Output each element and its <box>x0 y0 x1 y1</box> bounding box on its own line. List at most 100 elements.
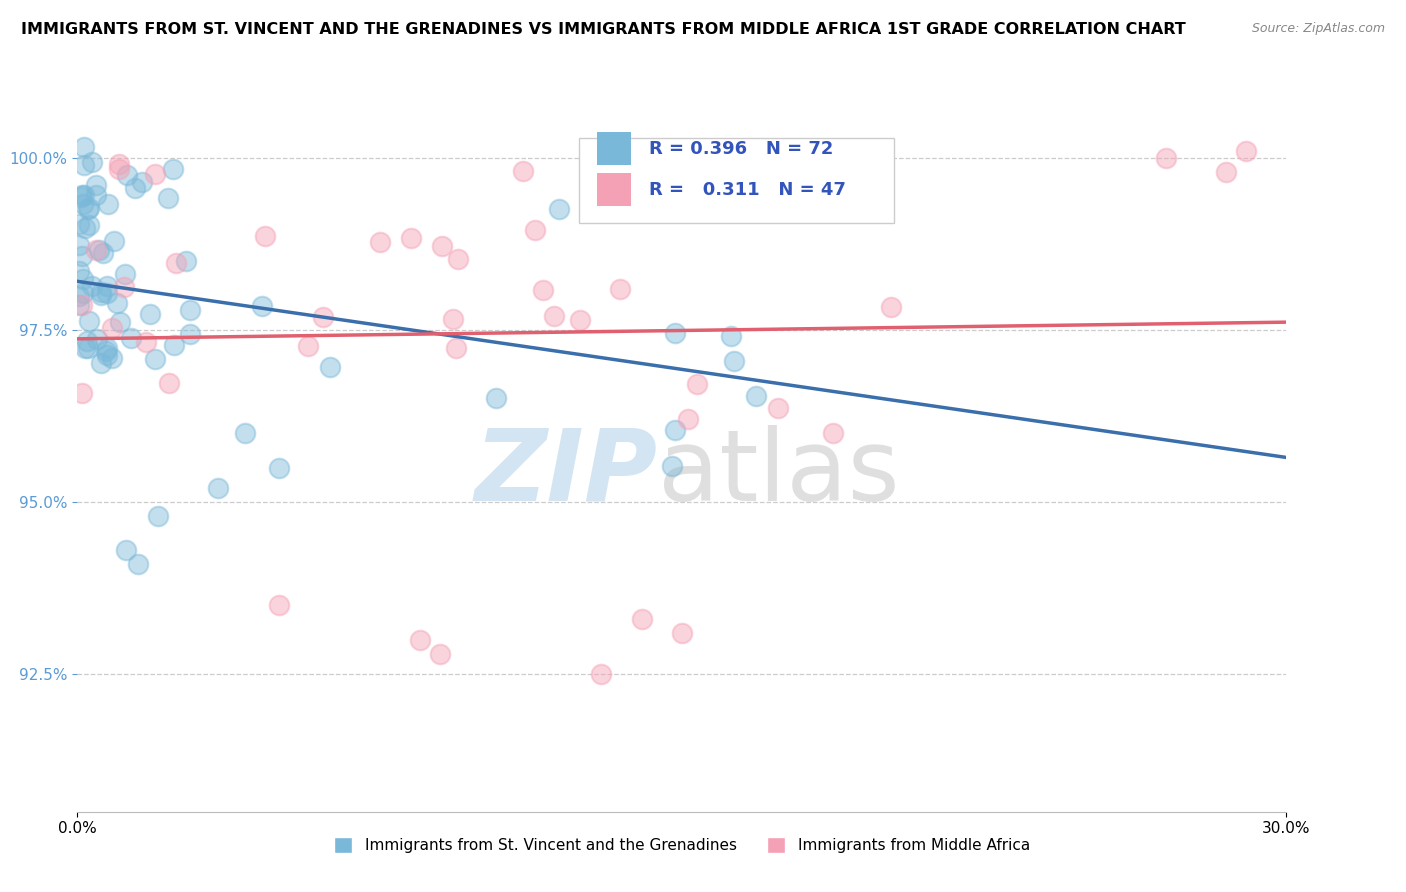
Point <box>73 220 96 235</box>
Point <box>531 283 554 297</box>
Point <box>114 543 136 558</box>
Point <box>233 425 256 440</box>
Point <box>69 218 91 232</box>
Point <box>723 354 745 368</box>
Text: ZIP: ZIP <box>475 425 658 522</box>
Point <box>267 599 290 613</box>
Point <box>101 320 124 334</box>
Point <box>146 508 169 523</box>
Point <box>661 458 683 473</box>
Point <box>671 626 693 640</box>
Point <box>90 285 112 299</box>
Point <box>409 632 432 647</box>
Point <box>432 238 454 252</box>
Point <box>609 282 631 296</box>
Point <box>370 235 392 249</box>
Point <box>447 252 470 266</box>
Point <box>89 243 111 257</box>
Point <box>120 331 142 345</box>
Point <box>399 231 422 245</box>
Text: R = 0.396   N = 72: R = 0.396 N = 72 <box>650 140 834 158</box>
Point <box>67 238 90 252</box>
Point <box>745 389 768 403</box>
Point <box>548 202 571 216</box>
Point <box>97 197 120 211</box>
Point <box>108 157 131 171</box>
Point <box>70 188 93 202</box>
Point <box>127 557 149 571</box>
Point <box>312 310 335 325</box>
Point <box>1154 152 1177 166</box>
Point <box>96 341 118 355</box>
Point <box>114 268 136 282</box>
Point <box>70 249 93 263</box>
Point <box>591 667 613 681</box>
Text: atlas: atlas <box>658 425 900 522</box>
Point <box>76 334 98 348</box>
Point <box>124 181 146 195</box>
Point <box>165 256 187 270</box>
Point <box>105 296 128 310</box>
Point <box>543 309 565 323</box>
Point <box>77 342 100 356</box>
Point <box>70 385 93 400</box>
Point <box>115 168 138 182</box>
Point <box>157 376 180 390</box>
Point <box>319 360 342 375</box>
Point <box>84 178 107 193</box>
Point <box>73 140 96 154</box>
Point <box>131 175 153 189</box>
Point <box>84 188 107 202</box>
Point <box>676 412 699 426</box>
Point <box>179 326 201 341</box>
Point <box>880 300 903 314</box>
Point <box>630 612 652 626</box>
Text: IMMIGRANTS FROM ST. VINCENT AND THE GRENADINES VS IMMIGRANTS FROM MIDDLE AFRICA : IMMIGRANTS FROM ST. VINCENT AND THE GREN… <box>21 22 1185 37</box>
Bar <box>598 133 631 165</box>
Point <box>706 188 728 202</box>
Point <box>823 425 845 440</box>
Point <box>103 234 125 248</box>
Point <box>73 158 96 172</box>
Point <box>79 218 101 232</box>
Point <box>72 286 94 301</box>
Point <box>267 460 290 475</box>
Point <box>96 348 118 362</box>
Point <box>90 356 112 370</box>
Point <box>143 167 166 181</box>
Point <box>139 307 162 321</box>
Point <box>72 197 94 211</box>
Point <box>73 341 96 355</box>
Point <box>179 302 201 317</box>
Point <box>69 190 91 204</box>
Point <box>135 334 157 349</box>
Point <box>766 401 789 415</box>
Point <box>67 263 90 277</box>
Point <box>297 339 319 353</box>
Point <box>96 279 118 293</box>
Bar <box>598 173 631 206</box>
Point <box>664 326 686 340</box>
Point <box>91 245 114 260</box>
FancyBboxPatch shape <box>579 138 894 223</box>
Point <box>72 272 94 286</box>
Point <box>143 352 166 367</box>
Point <box>446 342 468 356</box>
Point <box>524 222 547 236</box>
Point <box>163 338 186 352</box>
Point <box>108 314 131 328</box>
Point <box>84 244 107 258</box>
Point <box>77 202 100 216</box>
Legend: Immigrants from St. Vincent and the Grenadines, Immigrants from Middle Africa: Immigrants from St. Vincent and the Gren… <box>328 831 1036 859</box>
Point <box>1215 165 1237 179</box>
Point <box>80 278 103 293</box>
Point <box>441 312 464 326</box>
Point <box>254 228 277 243</box>
Point <box>752 177 775 191</box>
Point <box>686 376 709 391</box>
Point <box>108 161 131 176</box>
Point <box>1234 145 1257 159</box>
Point <box>720 328 742 343</box>
Point <box>429 647 451 661</box>
Point <box>67 289 90 303</box>
